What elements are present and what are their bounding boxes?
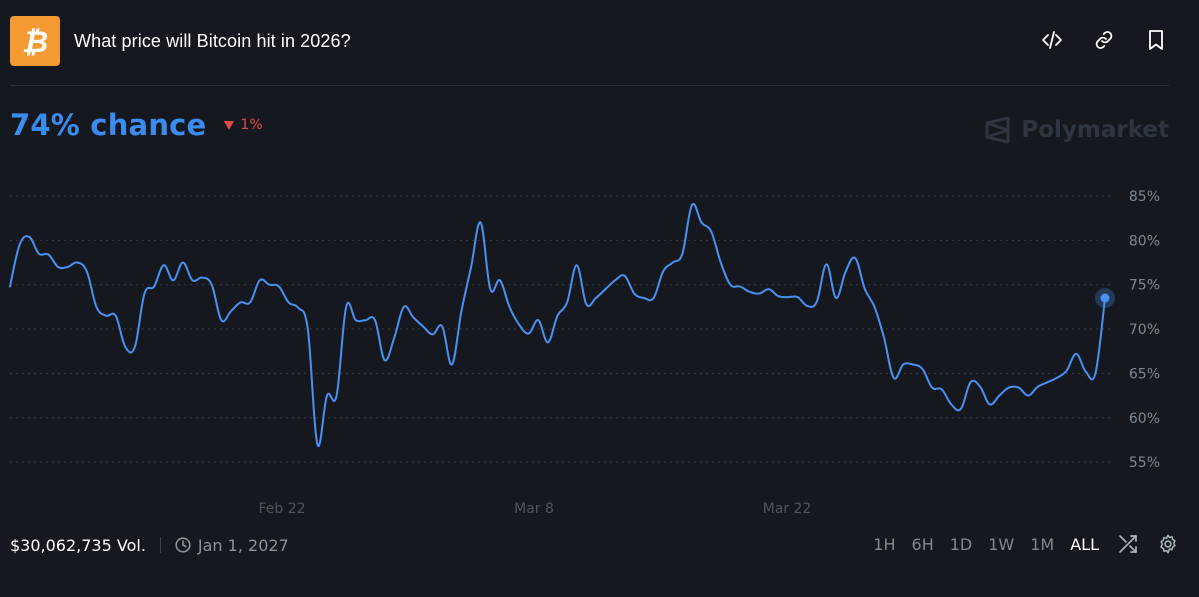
polymarket-logo-icon xyxy=(985,116,1010,144)
current-point-marker xyxy=(1100,293,1110,303)
change-value: 1% xyxy=(240,117,263,133)
range-1h[interactable]: 1H xyxy=(873,534,896,554)
market-title: What price will Bitcoin hit in 2026? xyxy=(74,30,351,51)
range-6h[interactable]: 6H xyxy=(911,534,934,554)
chance-value: 74% chance xyxy=(10,108,207,142)
range-all[interactable]: ALL xyxy=(1070,534,1099,554)
y-tick-label: 65% xyxy=(1129,366,1160,382)
probability-chart: 85% 80% 75% 70% 65% 60% 55% Feb 22 Mar 8 Mar 22 xyxy=(9,189,1160,517)
bookmark-icon[interactable] xyxy=(1143,27,1169,53)
bitcoin-logo: ₿ xyxy=(10,16,60,66)
shuffle-icon[interactable] xyxy=(1117,533,1139,555)
x-tick-label: Mar 8 xyxy=(514,501,554,517)
y-tick-label: 80% xyxy=(1129,233,1160,249)
range-1w[interactable]: 1W xyxy=(988,534,1015,554)
time-range-selector: 1H 6H 1D 1W 1M ALL xyxy=(857,533,1179,555)
settings-gear-icon[interactable] xyxy=(1157,533,1179,555)
embed-code-icon[interactable] xyxy=(1039,27,1065,53)
end-date: Jan 1, 2027 xyxy=(175,536,289,555)
link-icon[interactable] xyxy=(1091,27,1117,53)
y-tick-label: 70% xyxy=(1129,322,1160,338)
polymarket-watermark: Polymarket xyxy=(985,116,1169,144)
chance-summary: 74% chance 1% xyxy=(10,108,263,142)
change-indicator: 1% xyxy=(224,117,263,133)
volume-label: $30,062,735 Vol. xyxy=(10,535,146,555)
series-line xyxy=(9,202,1106,448)
footer-separator xyxy=(159,537,161,553)
y-tick-label: 75% xyxy=(1129,278,1160,294)
header-divider xyxy=(10,85,1169,86)
y-tick-label: 85% xyxy=(1129,189,1160,205)
clock-icon xyxy=(175,537,191,553)
y-tick-label: 55% xyxy=(1129,455,1160,471)
bitcoin-icon: ₿ xyxy=(22,25,48,60)
y-tick-label: 60% xyxy=(1129,411,1160,427)
range-1m[interactable]: 1M xyxy=(1030,534,1055,554)
range-1d[interactable]: 1D xyxy=(949,534,973,554)
market-footer: $30,062,735 Vol. Jan 1, 2027 1H 6H 1D 1W… xyxy=(10,533,1179,557)
end-date-label: Jan 1, 2027 xyxy=(197,535,289,555)
x-tick-label: Feb 22 xyxy=(258,501,305,517)
brand-name: Polymarket xyxy=(1021,117,1169,143)
svg-text:₿: ₿ xyxy=(22,25,48,60)
market-header: ₿ What price will Bitcoin hit in 2026? xyxy=(10,15,1169,67)
down-triangle-icon xyxy=(224,120,235,130)
x-tick-label: Mar 22 xyxy=(763,501,812,517)
